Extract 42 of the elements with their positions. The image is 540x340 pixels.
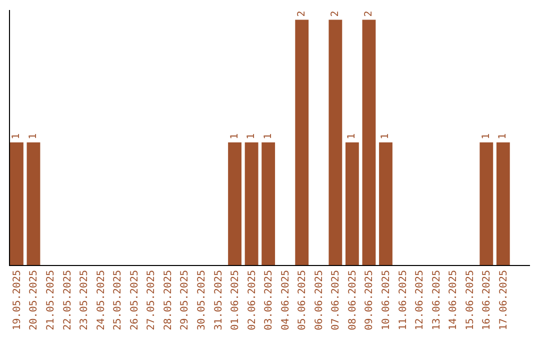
x-tick-label: 07.06.2025 (330, 270, 342, 330)
x-tick-label: 04.06.2025 (280, 270, 292, 330)
data-label: 1 (229, 133, 240, 140)
x-tick-label: 25.05.2025 (112, 270, 124, 330)
x-tick-label: 12.06.2025 (414, 270, 426, 330)
x-tick-label: 14.06.2025 (448, 270, 460, 330)
data-label: 1 (498, 133, 509, 140)
x-tick-label: 10.06.2025 (380, 270, 392, 330)
x-tick-label: 31.05.2025 (213, 270, 224, 330)
x-tick-label: 20.05.2025 (28, 270, 40, 330)
x-tick-label: 11.06.2025 (398, 270, 409, 330)
x-tick-label: 19.05.2025 (12, 270, 23, 330)
x-tick-label: 23.05.2025 (79, 270, 90, 330)
x-tick-label: 06.06.2025 (314, 270, 325, 330)
x-tick-label: 01.06.2025 (230, 270, 242, 330)
x-tick-label: 15.06.2025 (464, 270, 476, 330)
x-tick-label: 13.06.2025 (431, 270, 442, 330)
data-label: 2 (363, 10, 374, 17)
data-label: 2 (330, 10, 341, 17)
data-label: 1 (346, 133, 358, 140)
data-label: 2 (296, 10, 308, 17)
x-tick-label: 05.06.2025 (297, 270, 308, 330)
x-tick-label: 02.06.2025 (246, 270, 258, 330)
x-tick-label: 27.05.2025 (146, 270, 158, 330)
x-tick-label: 09.06.2025 (364, 270, 376, 330)
x-tick-label: 16.06.2025 (482, 270, 493, 330)
data-label: 1 (380, 133, 392, 140)
x-tick-label: 22.05.2025 (62, 270, 74, 330)
x-tick-label: 03.06.2025 (264, 270, 275, 330)
data-label: 1 (246, 133, 258, 140)
data-label: 1 (28, 133, 39, 140)
x-tick-label: 30.05.2025 (196, 270, 208, 330)
data-label: 1 (480, 133, 492, 140)
x-tick-label: 24.05.2025 (96, 270, 107, 330)
x-tick-label: 28.05.2025 (162, 270, 174, 330)
data-label: 1 (11, 133, 22, 140)
x-tick-label: 17.06.2025 (498, 270, 510, 330)
x-tick-label: 29.05.2025 (180, 270, 191, 330)
x-tick-label: 21.05.2025 (46, 270, 57, 330)
x-tick-label: 26.05.2025 (129, 270, 140, 330)
data-label: 1 (262, 133, 274, 140)
x-tick-label: 08.06.2025 (347, 270, 358, 330)
